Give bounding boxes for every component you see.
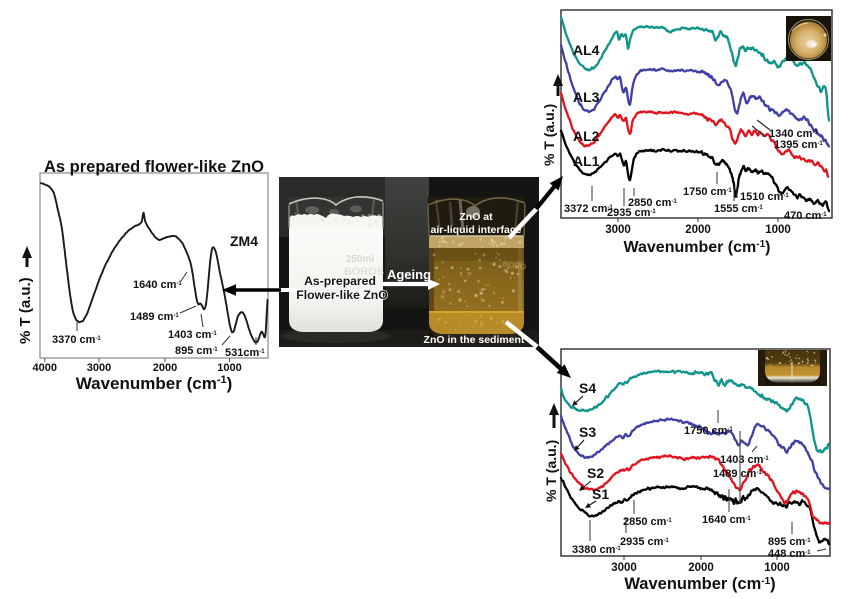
svg-text:S3: S3 [579,424,596,440]
svg-text:ZM4: ZM4 [230,233,258,249]
svg-text:2850 cm-1: 2850 cm-1 [623,516,672,528]
svg-text:470 cm-1: 470 cm-1 [784,210,827,222]
svg-text:ZnO in the sediment: ZnO in the sediment [424,334,525,346]
svg-text:Wavenumber (cm-1): Wavenumber (cm-1) [623,239,770,256]
svg-text:BOROS: BOROS [344,266,384,278]
svg-text:1000: 1000 [765,224,791,236]
svg-text:1555 cm-1: 1555 cm-1 [714,203,763,215]
svg-text:2000: 2000 [685,224,711,236]
svg-text:895 cm-1: 895 cm-1 [768,536,811,548]
svg-text:1640 cm-1: 1640 cm-1 [133,279,182,291]
svg-text:1489 cm-1: 1489 cm-1 [713,468,762,480]
svg-text:3000: 3000 [605,224,631,236]
svg-text:3000: 3000 [611,562,637,574]
svg-text:ZnO at: ZnO at [459,211,493,223]
svg-text:Wavenumber (cm-1): Wavenumber (cm-1) [76,374,233,393]
svg-text:S4: S4 [579,380,596,396]
svg-text:AL4: AL4 [573,42,600,58]
svg-text:1640 cm-1: 1640 cm-1 [702,514,751,526]
svg-text:3380 cm-1: 3380 cm-1 [572,544,621,556]
svg-text:1510 cm-1: 1510 cm-1 [740,191,789,203]
svg-text:air-liquid interface: air-liquid interface [430,224,521,236]
svg-text:2850 cm-1: 2850 cm-1 [628,197,677,209]
svg-text:1750 cm-1: 1750 cm-1 [684,425,733,437]
svg-text:2935 cm-1: 2935 cm-1 [620,536,669,548]
svg-text:1340 cm-1: 1340 cm-1 [769,128,818,140]
svg-text:1000: 1000 [217,362,241,374]
svg-text:1750 cm-1: 1750 cm-1 [683,186,732,198]
svg-text:1000: 1000 [764,562,790,574]
svg-text:531cm-1: 531cm-1 [225,347,265,359]
svg-text:2000: 2000 [688,562,714,574]
svg-text:3000: 3000 [87,362,111,374]
svg-text:S1: S1 [592,486,609,502]
svg-text:As-prepared: As-prepared [304,274,376,288]
svg-text:4000: 4000 [33,362,57,374]
svg-text:Flower-like ZnO: Flower-like ZnO [296,288,387,302]
svg-text:Ageing: Ageing [387,267,431,282]
svg-text:% T (a.u.): % T (a.u.) [541,104,557,166]
svg-text:1403 cm-1: 1403 cm-1 [168,329,217,341]
svg-text:AL3: AL3 [573,89,600,105]
svg-text:2935 cm-1: 2935 cm-1 [607,207,656,219]
svg-text:1489 cm-1: 1489 cm-1 [130,311,179,323]
svg-text:% T (a.u.): % T (a.u.) [17,277,34,344]
svg-text:S2: S2 [587,465,604,481]
svg-text:AL1: AL1 [573,153,600,169]
svg-text:% T (a.u.): % T (a.u.) [543,440,559,502]
svg-text:1395 cm-1: 1395 cm-1 [774,139,823,151]
svg-text:3372 cm-1: 3372 cm-1 [564,203,613,215]
svg-text:BORO: BORO [502,259,527,271]
svg-text:895 cm-1: 895 cm-1 [175,345,218,357]
svg-text:448 cm-1: 448 cm-1 [768,548,811,560]
svg-text:1403 cm-1: 1403 cm-1 [720,454,769,466]
svg-text:250ml: 250ml [346,254,375,265]
svg-text:2000: 2000 [153,362,177,374]
svg-text:As prepared flower-like ZnO: As prepared flower-like ZnO [44,158,264,176]
svg-text:3370 cm-1: 3370 cm-1 [52,334,101,346]
svg-text:AL2: AL2 [573,128,600,144]
svg-text:Wavenumber (cm-1): Wavenumber (cm-1) [624,575,775,593]
